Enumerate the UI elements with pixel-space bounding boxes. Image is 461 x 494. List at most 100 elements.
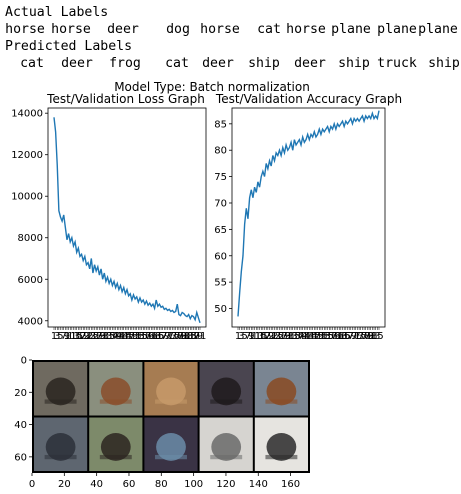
actual-label-3: dog: [166, 22, 190, 37]
x-tick-label: 29: [93, 331, 106, 342]
grid-x-tick-label: 40: [90, 479, 103, 490]
grid-x-tick-label: 160: [281, 479, 300, 490]
sample-image: [34, 362, 88, 416]
sample-image-grid: 0 20 40 60 0 20 40 60 80 100 120 140 160: [14, 356, 310, 490]
x-tick-label: 27: [90, 331, 103, 342]
grid-x-tick-label: 60: [123, 479, 136, 490]
x-tick-label: 71: [348, 331, 361, 342]
actual-label-4: horse: [200, 22, 240, 37]
predicted-label-6: deer: [294, 56, 326, 71]
y-tick-label: 80: [214, 146, 227, 157]
actual-label-0: horse: [5, 22, 45, 37]
sample-image: [254, 362, 308, 416]
x-tick-label: 55: [321, 331, 334, 342]
actual-label-9: plane: [418, 22, 458, 37]
grid-x-tick-label: 120: [216, 479, 235, 490]
x-tick-label: 77: [171, 331, 184, 342]
x-tick-label: 47: [308, 331, 321, 342]
x-tick-label: 57: [325, 331, 338, 342]
loss-title: Test/Validation Loss Graph: [46, 92, 205, 106]
output-text: Actual Labels horse horse deer dog horse cat h…: [0, 0, 461, 80]
y-tick-label: 10000: [11, 192, 43, 203]
y-tick-label: 50: [214, 304, 227, 315]
x-tick-label: 43: [116, 331, 129, 342]
grid-x-tick-label: 0: [29, 479, 35, 490]
x-tick-label: 77: [358, 331, 371, 342]
grid-y-tick-label: 20: [14, 388, 27, 399]
predicted-label-5: ship: [248, 56, 280, 71]
predicted-label-8: truck: [377, 56, 417, 71]
sample-image: [254, 417, 308, 471]
actual-label-6: horse: [286, 22, 326, 37]
sample-image: [89, 362, 143, 416]
x-tick-label: 41: [113, 331, 126, 342]
actual-label-7: plane: [331, 22, 371, 37]
loss-plot: 4000600080001000012000140001357911131517…: [11, 107, 207, 342]
predicted-label-2: frog: [109, 56, 141, 71]
sample-image: [144, 362, 198, 416]
x-tick-label: 35: [103, 331, 116, 342]
actual-label-5: cat: [257, 22, 281, 37]
loss-accuracy-figure: Model Type: Batch normalization Test/Val…: [11, 80, 402, 342]
x-tick-label: 7: [245, 331, 251, 342]
x-tick-label: 3: [238, 331, 244, 342]
x-tick-label: 47: [122, 331, 135, 342]
actual-label-1: horse: [51, 22, 91, 37]
grid-x-tick-label: 100: [184, 479, 203, 490]
x-tick-label: 13: [67, 331, 80, 342]
grid-x-tick-label: 20: [58, 479, 71, 490]
x-tick-label: 45: [305, 331, 318, 342]
y-tick-label: 12000: [11, 150, 43, 161]
x-tick-label: 41: [298, 331, 311, 342]
x-tick-label: 1: [51, 331, 57, 342]
x-tick-label: 11: [64, 331, 77, 342]
image-grid-axes: 0 20 40 60 0 20 40 60 80 100 120 140 160: [14, 356, 310, 490]
x-tick-label: 67: [341, 331, 354, 342]
x-tick-label: 85: [184, 331, 197, 342]
predicted-label-0: cat: [20, 56, 44, 71]
x-tick-label: 51: [315, 331, 328, 342]
x-tick-label: 17: [258, 331, 271, 342]
actual-label-2: deer: [107, 22, 139, 37]
x-tick-label: 1: [235, 331, 241, 342]
actual-labels-header: Actual Labels: [5, 5, 109, 20]
predicted-label-7: ship: [338, 56, 370, 71]
sample-image: [199, 362, 253, 416]
x-tick-label: 79: [361, 331, 374, 342]
x-tick-label: 59: [142, 331, 155, 342]
x-tick-label: 53: [318, 331, 331, 342]
x-tick-label: 49: [125, 331, 138, 342]
x-tick-label: 61: [331, 331, 344, 342]
grid-x-tick-label: 140: [249, 479, 268, 490]
x-tick-label: 63: [148, 331, 161, 342]
predicted-label-3: cat: [165, 56, 189, 71]
x-tick-label: 37: [106, 331, 119, 342]
accuracy-plot: 5055606570758085135791113151719212325272…: [214, 107, 386, 342]
y-tick-label: 6000: [18, 275, 43, 286]
x-tick-label: 9: [64, 331, 70, 342]
x-tick-label: 5: [241, 331, 247, 342]
y-tick-label: 60: [214, 251, 227, 262]
grid-x-tick-label: 80: [155, 479, 168, 490]
predicted-labels-row: cat deer frog cat deer ship deer ship truck ship: [4, 55, 460, 72]
x-tick-label: 33: [100, 331, 113, 342]
x-tick-label: 5: [57, 331, 63, 342]
suptitle: Model Type: Batch normalization: [114, 80, 310, 94]
grid-y-tick-label: 40: [14, 420, 27, 431]
series-line: [53, 117, 201, 324]
sample-image: [34, 417, 88, 471]
x-tick-label: 55: [135, 331, 148, 342]
x-tick-label: 75: [168, 331, 181, 342]
x-tick-label: 65: [338, 331, 351, 342]
x-tick-label: 59: [328, 331, 341, 342]
x-tick-label: 27: [275, 331, 288, 342]
x-tick-label: 83: [181, 331, 194, 342]
x-tick-label: 69: [344, 331, 357, 342]
x-tick-label: 37: [291, 331, 304, 342]
sample-image: [199, 417, 253, 471]
x-tick-label: 17: [74, 331, 87, 342]
predicted-label-9: ship: [428, 56, 460, 71]
x-tick-label: 49: [311, 331, 324, 342]
x-tick-label: 25: [271, 331, 284, 342]
predicted-labels-header: Predicted Labels: [5, 39, 133, 54]
